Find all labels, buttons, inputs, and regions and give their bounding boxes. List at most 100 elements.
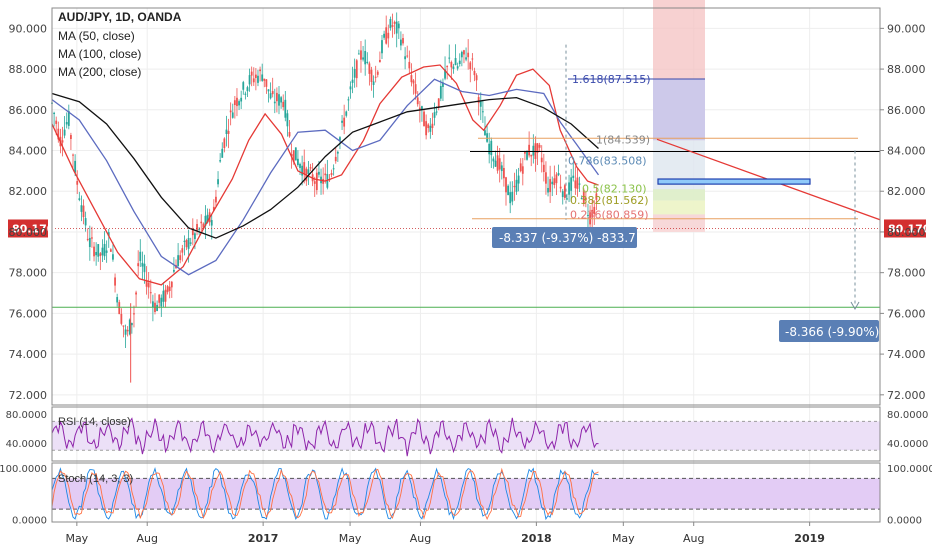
candle-body — [584, 197, 587, 200]
candle-body — [572, 175, 575, 178]
rsi-line — [51, 417, 599, 457]
candle-body — [397, 23, 400, 29]
chart-title: AUD/JPY, 1D, OANDA — [58, 10, 182, 24]
stoch-pane-frame — [51, 462, 881, 523]
legend-ma-100[interactable]: MA (100, close) — [58, 47, 142, 61]
candle-body — [524, 151, 526, 154]
candle-body — [261, 74, 264, 81]
candle-body — [139, 251, 142, 262]
candle-body — [313, 181, 316, 184]
candle-body — [70, 135, 72, 140]
annotation-layer: 1.618(87.515) 1(84.539) 0.786(83.508) 0.5(8… — [8, 73, 931, 342]
candle-body — [521, 166, 524, 174]
candle-body — [538, 144, 541, 148]
candle-body — [492, 158, 495, 162]
candle-body — [467, 52, 470, 58]
candle-body — [74, 160, 77, 173]
candle-body — [341, 120, 343, 123]
candle-body — [204, 215, 207, 226]
candle-body — [168, 286, 171, 292]
rsi-tick-left-1: 40.0000 — [6, 439, 47, 450]
stoch-tick-right-0: 100.0000 — [887, 464, 932, 475]
candle-body — [151, 301, 154, 308]
ma-layer — [51, 64, 600, 286]
stoch-label[interactable]: Stoch (14, 3, 3) — [58, 473, 134, 485]
stoch-tick-left-1: 0.0000 — [12, 515, 47, 526]
ma-line-2 — [51, 92, 599, 239]
candle-body — [395, 21, 398, 34]
candle-body — [114, 277, 116, 286]
candle-body — [263, 78, 266, 81]
candle-body — [236, 97, 238, 107]
candle-body — [61, 140, 64, 143]
y-tick-right-8: 88.000 — [887, 63, 926, 76]
candle-body — [345, 111, 348, 116]
candle-body — [526, 151, 528, 160]
x-tick-label-1: Aug — [136, 532, 157, 545]
candle-body — [284, 99, 287, 118]
candle-body — [231, 112, 234, 118]
candle-body — [580, 198, 583, 200]
candle-body — [507, 185, 510, 196]
candle-body — [238, 101, 240, 106]
candle-body — [431, 123, 434, 129]
candle-body — [530, 154, 533, 157]
candle-body — [557, 173, 560, 176]
candle-body — [446, 66, 449, 68]
candle-body — [374, 76, 377, 78]
candle-body — [55, 120, 58, 124]
candle-body — [582, 189, 585, 204]
candle-body — [563, 185, 566, 198]
candle-body — [133, 313, 135, 315]
legend-ma-50[interactable]: MA (50, close) — [58, 29, 135, 43]
candle-body — [252, 78, 255, 83]
measure-arrow — [850, 301, 860, 311]
measure-badge-1 — [492, 227, 637, 248]
rsi-tick-left-0: 80.0000 — [6, 410, 47, 421]
candle-body — [444, 69, 446, 79]
candle-body — [294, 147, 297, 161]
measure-badge-2 — [779, 320, 879, 342]
candle-body — [425, 121, 428, 136]
candle-body — [288, 132, 291, 137]
candle-body — [372, 81, 375, 85]
candle-body — [355, 60, 358, 79]
y-tick-left-7: 86.000 — [9, 104, 48, 117]
candle-body — [570, 177, 573, 191]
candle-body — [454, 58, 457, 66]
candle-body — [240, 97, 243, 102]
candle-body — [103, 243, 106, 257]
candle-body — [458, 60, 461, 64]
rsi-label[interactable]: RSI (14, close) — [58, 416, 131, 428]
candle-body — [219, 160, 222, 162]
candle-body — [271, 91, 274, 95]
candle-body — [84, 218, 87, 226]
candle-body — [408, 61, 411, 69]
candle-body — [414, 84, 417, 94]
legend-ma-200[interactable]: MA (200, close) — [58, 65, 142, 79]
candle-body — [221, 148, 224, 158]
candle-body — [244, 93, 247, 95]
candle-body — [381, 40, 383, 54]
y-tick-right-6: 84.000 — [887, 145, 926, 158]
x-tick-label-8: 2019 — [794, 532, 825, 545]
y-tick-left-2: 76.000 — [9, 307, 48, 320]
rsi-pane-frame — [51, 406, 881, 462]
ma-line-0 — [51, 64, 599, 286]
candle-body — [307, 169, 310, 174]
price-badge-left — [8, 219, 48, 238]
candle-body — [513, 185, 516, 188]
candle-body — [330, 173, 333, 176]
candle-body — [318, 171, 320, 175]
y-tick-right-5: 82.000 — [887, 185, 926, 198]
candle-body — [418, 107, 421, 110]
candle-body — [494, 160, 497, 167]
candle-body — [290, 154, 293, 157]
x-tick-label-7: Aug — [683, 532, 704, 545]
candle-body — [80, 205, 83, 212]
candle-body — [452, 66, 455, 69]
candle-body — [324, 173, 327, 176]
candle-body — [141, 262, 144, 267]
y-tick-right-3: 78.000 — [887, 267, 926, 280]
